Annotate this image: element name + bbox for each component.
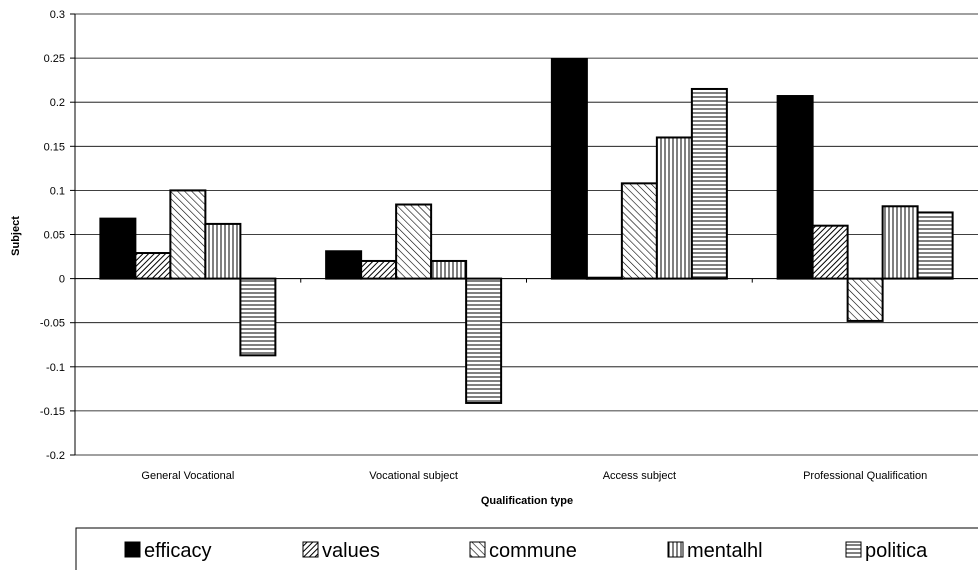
y-tick-label: 0.1 — [50, 185, 65, 197]
bar-politica — [239, 277, 277, 357]
bar-mentalhl — [655, 136, 693, 280]
x-tick-label: Professional Qualification — [803, 470, 927, 482]
y-tick-label: 0.15 — [44, 141, 65, 153]
legend-box — [75, 527, 978, 570]
bar-mentalhl — [204, 222, 242, 280]
y-tick-label: -0.2 — [46, 450, 65, 462]
y-tick-label: -0.05 — [40, 318, 65, 330]
bar-efficacy — [550, 57, 588, 280]
bar-values — [134, 252, 172, 280]
bar-mentalhl — [881, 205, 919, 280]
bar-politica — [916, 211, 954, 280]
bar-values — [360, 259, 398, 280]
y-tick-label: -0.1 — [46, 362, 65, 374]
y-tick-label: 0.2 — [50, 97, 65, 109]
y-tick-label: 0.3 — [50, 9, 65, 21]
bar-mentalhl — [430, 259, 468, 280]
y-tick-label: 0.25 — [44, 53, 65, 65]
bar-efficacy — [99, 217, 137, 280]
bar-politica — [465, 277, 503, 404]
bar-efficacy — [325, 250, 363, 280]
y-tick-labels: -0.2 -0.15 -0.1 -0.05 0 0.05 0.1 0.15 0.2 0.25 0.3 — [40, 9, 65, 462]
legend-label-values: values — [322, 540, 380, 562]
bar-commune — [846, 277, 884, 322]
x-axis-title: Qualification type — [481, 495, 573, 507]
x-tick-label: Access subject — [603, 470, 676, 482]
legend-swatch-politica — [845, 541, 862, 558]
y-axis-title: Subject — [10, 216, 22, 256]
legend-label-politica: politica — [865, 540, 928, 562]
x-tick-labels: General Vocational Vocational subject Acce… — [141, 470, 927, 482]
legend-label-commune: commune — [489, 540, 577, 562]
bar-commune — [620, 182, 658, 280]
legend-label-mentalhl: mentalhl — [687, 540, 763, 562]
x-tick-label: Vocational subject — [369, 470, 458, 482]
legend: efficacy values commune mentalhl politica — [75, 527, 978, 570]
axes — [74, 14, 978, 455]
legend-swatch-efficacy — [124, 541, 141, 558]
x-tick-label: General Vocational — [141, 470, 234, 482]
bar-efficacy — [776, 95, 814, 280]
bar-values — [811, 224, 849, 280]
legend-swatch-commune — [469, 541, 486, 558]
bar-commune — [169, 189, 207, 280]
bars-group — [99, 57, 954, 404]
y-tick-label: 0 — [59, 274, 65, 286]
y-tick-label: 0.05 — [44, 230, 65, 242]
bar-commune — [395, 203, 433, 280]
legend-swatch-mentalhl — [667, 541, 684, 558]
bar-politica — [690, 87, 728, 280]
legend-swatch-values — [302, 541, 319, 558]
y-tick-label: -0.15 — [40, 406, 65, 418]
legend-label-efficacy: efficacy — [144, 540, 211, 562]
